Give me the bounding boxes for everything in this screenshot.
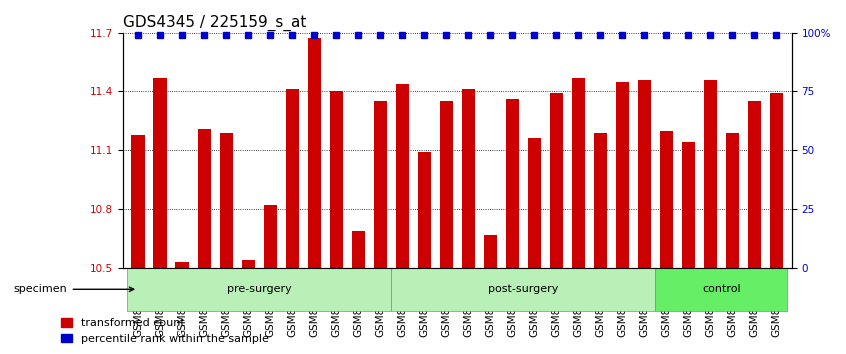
Legend: transformed count, percentile rank within the sample: transformed count, percentile rank withi… — [57, 314, 273, 348]
Bar — [704, 80, 717, 268]
Bar — [241, 260, 255, 268]
Bar — [396, 84, 409, 268]
Bar — [748, 101, 761, 268]
Bar — [572, 78, 585, 268]
Bar — [308, 39, 321, 268]
Bar — [528, 138, 541, 268]
Text: pre-surgery: pre-surgery — [227, 284, 292, 294]
Bar — [153, 78, 167, 268]
Bar — [418, 152, 431, 268]
Bar — [462, 90, 475, 268]
Bar — [726, 133, 739, 268]
FancyBboxPatch shape — [391, 268, 656, 311]
Bar — [175, 262, 189, 268]
Bar — [638, 80, 651, 268]
Bar — [286, 90, 299, 268]
Bar — [550, 93, 563, 268]
Bar — [616, 81, 629, 268]
Bar — [264, 205, 277, 268]
Text: control: control — [702, 284, 740, 294]
Bar — [219, 133, 233, 268]
Bar — [131, 135, 145, 268]
Bar — [594, 133, 607, 268]
Bar — [682, 142, 695, 268]
Text: specimen: specimen — [14, 284, 134, 294]
Bar — [352, 230, 365, 268]
Bar — [197, 129, 211, 268]
Bar — [374, 101, 387, 268]
Text: post-surgery: post-surgery — [488, 284, 558, 294]
Bar — [770, 93, 783, 268]
FancyBboxPatch shape — [127, 268, 391, 311]
Bar — [330, 91, 343, 268]
Bar — [484, 235, 497, 268]
FancyBboxPatch shape — [656, 268, 788, 311]
Bar — [660, 131, 673, 268]
Bar — [440, 101, 453, 268]
Text: GDS4345 / 225159_s_at: GDS4345 / 225159_s_at — [123, 15, 306, 31]
Bar — [506, 99, 519, 268]
